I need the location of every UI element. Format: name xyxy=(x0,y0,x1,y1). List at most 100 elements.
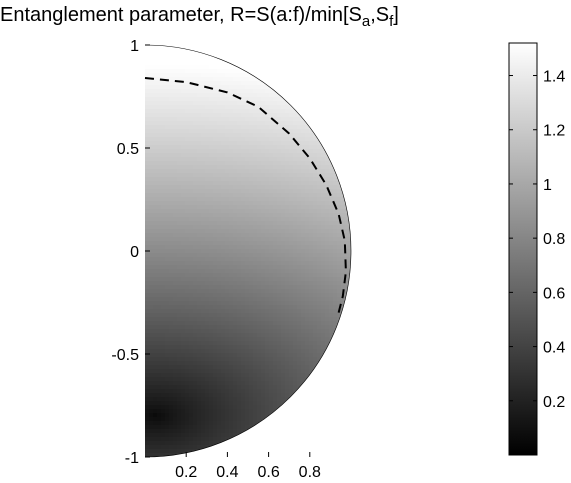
heatmap-cell xyxy=(277,353,282,358)
heatmap-cell xyxy=(237,97,242,102)
heatmap-cell xyxy=(145,109,150,114)
heatmap-cell xyxy=(309,309,314,314)
heatmap-cell xyxy=(213,133,218,138)
heatmap-cell xyxy=(281,241,286,246)
heatmap-cell xyxy=(209,169,214,174)
heatmap-cell xyxy=(217,353,222,358)
heatmap-cell xyxy=(153,417,158,422)
heatmap-cell xyxy=(341,301,346,306)
heatmap-cell xyxy=(297,237,302,242)
heatmap-cell xyxy=(189,125,194,130)
heatmap-cell xyxy=(309,261,314,266)
heatmap-cell xyxy=(273,329,278,334)
heatmap-cell xyxy=(237,309,242,314)
heatmap-cell xyxy=(173,109,178,114)
heatmap-cell xyxy=(257,389,262,394)
heatmap-cell xyxy=(261,129,266,134)
heatmap-cell xyxy=(309,349,314,354)
heatmap-cell xyxy=(253,245,258,250)
heatmap-cell xyxy=(217,409,222,414)
heatmap-cell xyxy=(177,309,182,314)
heatmap-cell xyxy=(297,353,302,358)
heatmap-cell xyxy=(225,369,230,374)
heatmap-cell xyxy=(189,57,194,62)
heatmap-cell xyxy=(197,229,202,234)
heatmap-cell xyxy=(309,289,314,294)
heatmap-cell xyxy=(305,137,310,142)
heatmap-cell xyxy=(185,429,190,434)
heatmap-cell xyxy=(189,301,194,306)
heatmap-cell xyxy=(285,229,290,234)
heatmap-cell xyxy=(237,421,242,426)
heatmap-cell xyxy=(349,277,351,282)
heatmap-cell xyxy=(181,145,186,150)
heatmap-cell xyxy=(341,213,346,218)
heatmap-cell xyxy=(285,361,290,366)
heatmap-cell xyxy=(281,345,286,350)
heatmap-cell xyxy=(233,205,238,210)
heatmap-cell xyxy=(277,245,282,250)
heatmap-cell xyxy=(301,305,306,310)
heatmap-cell xyxy=(309,209,314,214)
heatmap-cell xyxy=(153,357,158,362)
heatmap-cell xyxy=(349,249,351,254)
heatmap-cell xyxy=(245,357,250,362)
heatmap-cell xyxy=(193,425,198,430)
heatmap-cell xyxy=(225,401,230,406)
heatmap-cell xyxy=(253,361,258,366)
heatmap-cell xyxy=(257,101,262,106)
heatmap-cell xyxy=(197,353,202,358)
heatmap-cell xyxy=(145,181,150,186)
heatmap-cell xyxy=(149,273,154,278)
heatmap-cell xyxy=(173,417,178,422)
heatmap-cell xyxy=(313,245,318,250)
heatmap-cell xyxy=(325,177,330,182)
heatmap-cell xyxy=(225,377,230,382)
heatmap-cell xyxy=(305,173,310,178)
heatmap-cell xyxy=(329,257,334,262)
heatmap-cell xyxy=(289,389,294,394)
heatmap-cell xyxy=(313,257,318,262)
heatmap-cell xyxy=(249,193,254,198)
heatmap-cell xyxy=(145,365,150,370)
heatmap-cell xyxy=(277,113,282,118)
heatmap-cell xyxy=(245,105,250,110)
heatmap-cell xyxy=(221,261,226,266)
heatmap-cell xyxy=(253,77,258,82)
heatmap-cell xyxy=(269,237,274,242)
heatmap-cell xyxy=(249,197,254,202)
heatmap-cell xyxy=(253,401,258,406)
heatmap-cell xyxy=(177,117,182,122)
heatmap-cell xyxy=(165,345,170,350)
heatmap-cell xyxy=(177,449,182,454)
heatmap-cell xyxy=(173,297,178,302)
heatmap-cell xyxy=(145,453,150,457)
heatmap-cell xyxy=(185,405,190,410)
heatmap-cell xyxy=(253,225,258,230)
heatmap-cell xyxy=(245,145,250,150)
heatmap-cell xyxy=(201,401,206,406)
heatmap-cell xyxy=(169,417,174,422)
heatmap-cell xyxy=(241,413,246,418)
heatmap-cell xyxy=(245,413,250,418)
heatmap-cell xyxy=(253,237,258,242)
heatmap-cell xyxy=(265,305,270,310)
heatmap-cell xyxy=(145,233,150,238)
heatmap-cell xyxy=(309,237,314,242)
heatmap-cell xyxy=(189,197,194,202)
heatmap-cell xyxy=(213,65,218,70)
heatmap-cell xyxy=(153,405,158,410)
heatmap-cell xyxy=(281,385,286,390)
heatmap-cell xyxy=(241,357,246,362)
heatmap-cell xyxy=(173,429,178,434)
heatmap-cell xyxy=(197,321,202,326)
heatmap-cell xyxy=(337,301,342,306)
heatmap-cell xyxy=(193,209,198,214)
heatmap-cell xyxy=(293,205,298,210)
heatmap-cell xyxy=(229,425,234,430)
heatmap-cell xyxy=(293,121,298,126)
heatmap-cell xyxy=(273,357,278,362)
heatmap-cell xyxy=(257,357,262,362)
heatmap-cell xyxy=(181,269,186,274)
heatmap-cell xyxy=(265,257,270,262)
